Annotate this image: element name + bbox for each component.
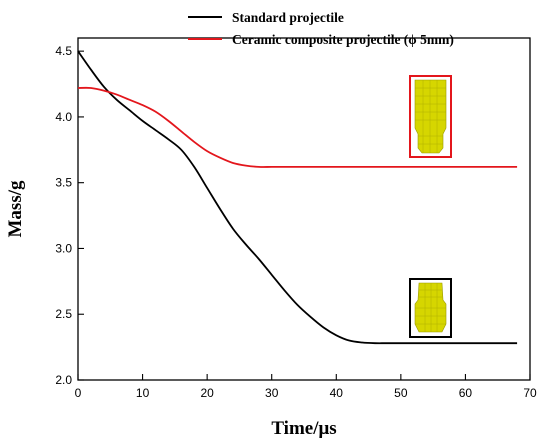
x-tick-label: 20 [200,386,214,400]
x-tick-label: 10 [136,386,150,400]
y-tick-label: 4.5 [55,44,72,58]
y-tick-label: 4.0 [55,110,72,124]
x-tick-label: 50 [394,386,408,400]
y-tick-label: 2.0 [55,373,72,387]
x-tick-label: 70 [523,386,537,400]
y-tick-label: 3.5 [55,176,72,190]
axis-ticks: 0 10 20 30 40 50 60 70 2.0 2.5 3.0 3.5 4.0 4.5 [55,44,537,400]
x-tick-label: 40 [330,386,344,400]
legend: Standard projectile Ceramic composite pr… [188,10,454,47]
plot-frame [77,37,531,381]
series-line-standard [77,50,518,345]
y-tick-label: 2.5 [55,307,72,321]
series-layer [77,50,518,345]
series-line-ceramic [77,86,518,168]
x-axis-title: Time/μs [271,418,336,439]
y-axis-title: Mass/g [5,180,26,238]
ceramic-projectile-inset [409,75,452,158]
x-tick-label: 60 [459,386,473,400]
legend-label-ceramic: Ceramic composite projectile (ϕ 5mm) [232,32,454,47]
standard-projectile-mesh-icon [414,282,447,333]
legend-label-standard: Standard projectile [232,10,344,25]
x-tick-label: 30 [265,386,279,400]
x-tick-label: 0 [75,386,82,400]
standard-projectile-inset [409,278,452,338]
y-tick-label: 3.0 [55,241,72,255]
ceramic-projectile-mesh-icon [414,79,447,154]
